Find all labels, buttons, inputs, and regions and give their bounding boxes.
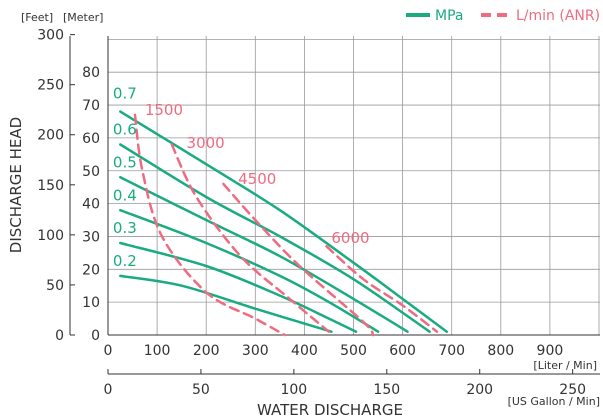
pressure-curve-0-5	[119, 176, 409, 333]
y-tick-label-feet: 150	[37, 178, 64, 194]
y-tick-label-meter: 70	[82, 98, 100, 114]
x-tick-label-liter: 100	[144, 343, 171, 359]
y-tick-label-meter: 10	[82, 295, 100, 311]
x-tick-label-gallon: 150	[373, 382, 400, 398]
airflow-curve-4500	[222, 182, 375, 337]
y-tick-label-feet: 300	[37, 28, 64, 44]
y-tick-label-feet: 50	[46, 278, 64, 294]
x-tick-label-gallon: 50	[192, 382, 210, 398]
x-tick-label-gallon: 0	[104, 382, 113, 398]
pressure-curve-0-7	[119, 110, 449, 333]
x-tick-label-liter: 800	[487, 343, 514, 359]
y-tick-label-feet: 250	[37, 78, 64, 94]
y-tick-label-feet: 100	[37, 228, 64, 244]
gallon-unit-label: [US Gallon / Min]	[508, 395, 600, 408]
x-tick-label-gallon: 200	[466, 382, 493, 398]
pressure-curve-0-2	[119, 274, 333, 333]
feet-unit-label: [Feet]	[21, 11, 53, 24]
x-tick-label-liter: 200	[193, 343, 220, 359]
pressure-label-0-5: 0.5	[113, 153, 137, 171]
y-axis-title: DISCHARGE HEAD	[7, 117, 25, 253]
airflow-curves	[133, 113, 439, 337]
legend-lmin-label: L/min (ANR)	[516, 8, 600, 24]
x-tick-label-liter: 600	[389, 343, 416, 359]
pressure-curve-0-6	[119, 143, 431, 333]
liter-unit-label: [Liter / Min]	[533, 359, 597, 372]
legend-mpa-label: MPa	[435, 8, 463, 24]
airflow-label-4500: 4500	[238, 170, 276, 188]
y-tick-label-meter: 60	[82, 131, 100, 147]
grid	[108, 36, 600, 335]
airflow-curve-1500	[133, 113, 287, 337]
x-tick-label-liter: 400	[291, 343, 318, 359]
x-tick-label-gallon: 100	[280, 382, 307, 398]
legend: MPa L/min (ANR)	[406, 8, 600, 24]
x-tick-label-liter: 700	[438, 343, 465, 359]
y-tick-label-feet: 0	[55, 328, 64, 344]
pressure-label-0-7: 0.7	[113, 84, 137, 102]
airflow-label-6000: 6000	[331, 229, 369, 247]
x-tick-label-liter: 0	[104, 343, 113, 359]
y-tick-label-meter: 30	[82, 229, 100, 245]
pressure-curve-0-3	[119, 241, 358, 333]
pressure-label-0-4: 0.4	[113, 186, 137, 204]
airflow-curve-3000	[170, 143, 331, 333]
pressure-label-0-3: 0.3	[113, 219, 137, 237]
y-tick-label-meter: 0	[91, 328, 100, 344]
pressure-label-0-6: 0.6	[113, 121, 137, 139]
airflow-curve-6000	[325, 245, 439, 333]
y-tick-label-meter: 20	[82, 262, 100, 278]
airflow-label-1500: 1500	[145, 101, 183, 119]
pressure-curves	[119, 110, 449, 333]
y-tick-label-meter: 50	[82, 164, 100, 180]
airflow-label-3000: 3000	[187, 134, 225, 152]
pressure-label-0-2: 0.2	[113, 252, 137, 270]
y-tick-label-meter: 40	[82, 197, 100, 213]
x-tick-label-gallon: 250	[559, 382, 586, 398]
meter-unit-label: [Meter]	[63, 11, 103, 24]
x-axis-title: WATER DISCHARGE	[257, 401, 403, 419]
x-tick-label-liter: 500	[340, 343, 367, 359]
pressure-curve-0-4	[119, 208, 380, 333]
x-tick-label-liter: 900	[537, 343, 564, 359]
ticks: 0 100 200 300 400 500 600 700 800 900010203040506…	[37, 28, 586, 398]
y-tick-label-feet: 200	[37, 128, 64, 144]
y-tick-label-meter: 80	[82, 65, 100, 81]
x-tick-label-liter: 300	[242, 343, 269, 359]
